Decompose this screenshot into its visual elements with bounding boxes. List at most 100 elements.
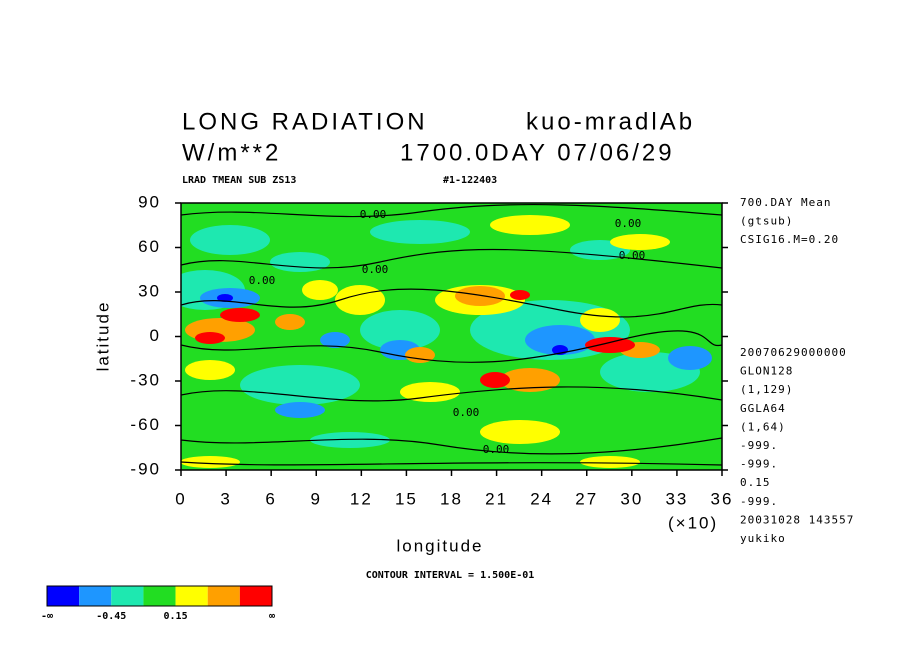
info-line: 20070629000000	[740, 346, 847, 359]
info-line: yukiko	[740, 532, 786, 545]
x-tick-label: 0	[175, 489, 186, 508]
y-tick-label: 30	[138, 281, 161, 300]
info-line: (gtsub)	[740, 215, 793, 228]
field-patch	[240, 365, 360, 405]
info-line: (1,129)	[740, 383, 793, 396]
field-patch	[490, 215, 570, 235]
y-tick-label: 90	[138, 192, 161, 211]
field-patch	[195, 332, 225, 344]
field-patch	[405, 347, 435, 363]
colorbar-swatch	[175, 586, 208, 606]
info-line: (1,64)	[740, 420, 786, 433]
field-patch	[525, 325, 595, 355]
field-patch	[610, 234, 670, 250]
contour-line	[181, 461, 722, 466]
field-patch	[181, 456, 240, 468]
info-line: 700.DAY Mean	[740, 196, 831, 209]
info-line: -999.	[740, 458, 778, 471]
field-patch	[302, 280, 338, 300]
x-tick-label: 12	[350, 489, 373, 508]
x-tick-label: 24	[530, 489, 553, 508]
y-tick-label: -30	[130, 370, 161, 389]
field-patch	[510, 290, 530, 300]
subtitle-left: W/m**2	[182, 139, 281, 166]
contour-line	[181, 437, 722, 455]
field-patch	[480, 420, 560, 444]
field-patch	[480, 372, 510, 388]
title-right: kuo-mradlAb	[526, 108, 695, 135]
contour-line	[181, 248, 722, 269]
x-tick-label: 18	[440, 489, 463, 508]
colorbar-swatch	[79, 586, 112, 606]
colorbar-label: 0.15	[164, 611, 188, 622]
colorbar-swatch	[111, 586, 144, 606]
header-left: LRAD TMEAN SUB ZS13	[182, 175, 296, 186]
x-tick-label: 33	[665, 489, 688, 508]
field-patch	[335, 285, 385, 315]
y-tick-label: -60	[130, 415, 161, 434]
colorbar-frame	[46, 585, 273, 607]
x-tick-label: 9	[311, 489, 322, 508]
x-tick-label: 3	[220, 489, 231, 508]
subtitle-right: 1700.0DAY 07/06/29	[400, 139, 675, 166]
field-patch	[370, 220, 470, 244]
field-patch	[400, 382, 460, 402]
contour-line	[181, 203, 722, 218]
contour-label: 0.00	[362, 263, 389, 276]
header-right: #1-122403	[443, 175, 497, 186]
x-tick-label: 21	[485, 489, 508, 508]
y-tick-label: -90	[130, 459, 161, 478]
x-tick-label: 27	[575, 489, 598, 508]
field-patch	[500, 368, 560, 392]
info-line: GLON128	[740, 365, 793, 378]
x-axis-label: longitude	[396, 536, 483, 555]
info-line: 0.15	[740, 476, 771, 489]
colorbar-label: -0.45	[96, 611, 126, 622]
field-patch	[580, 456, 640, 468]
field-patch	[270, 252, 330, 272]
colorbar-swatch	[207, 586, 240, 606]
field-patch	[190, 225, 270, 255]
info-line: -999.	[740, 495, 778, 508]
x-tick-label: 15	[395, 489, 418, 508]
contour-line	[181, 330, 722, 363]
info-line: 20031028 143557	[740, 513, 854, 526]
field-patch	[310, 432, 390, 448]
colorbar-label: -∞	[41, 611, 53, 622]
contour-line	[181, 386, 722, 402]
field-patch	[220, 308, 260, 322]
x-tick-label: 6	[265, 489, 276, 508]
y-axis-label: latitude	[93, 301, 112, 372]
field-patch	[580, 308, 620, 332]
info-line: CSIG16.M=0.20	[740, 233, 839, 246]
colorbar-swatch	[47, 586, 80, 606]
footer: CONTOUR INTERVAL = 1.500E-01	[366, 570, 535, 581]
contour-label: 0.00	[360, 208, 387, 221]
contour-label: 0.00	[453, 406, 480, 419]
y-tick-label: 60	[138, 237, 161, 256]
contour-label: 0.00	[619, 249, 646, 262]
x-tick-label: 36	[711, 489, 734, 508]
field	[181, 203, 722, 470]
field-patch	[668, 346, 712, 370]
colorbar-swatch	[143, 586, 176, 606]
contour-label: 0.00	[615, 217, 642, 230]
field-patch	[320, 332, 350, 348]
field-patch	[217, 294, 233, 302]
field-patch	[185, 360, 235, 380]
x-tick-label: 30	[620, 489, 643, 508]
field-patch	[360, 310, 440, 350]
field-patch	[585, 337, 635, 353]
contour-line	[181, 288, 722, 318]
contour-label: 0.00	[249, 274, 276, 287]
x-multiplier: (×10)	[668, 513, 718, 532]
colorbar-swatch	[239, 586, 272, 606]
title-left: LONG RADIATION	[182, 108, 428, 135]
info-line: GGLA64	[740, 402, 786, 415]
field-patch	[275, 402, 325, 418]
field-patch	[275, 314, 305, 330]
info-line: -999.	[740, 439, 778, 452]
colorbar-label: ∞	[269, 611, 275, 622]
contour-label: 0.00	[483, 443, 510, 456]
